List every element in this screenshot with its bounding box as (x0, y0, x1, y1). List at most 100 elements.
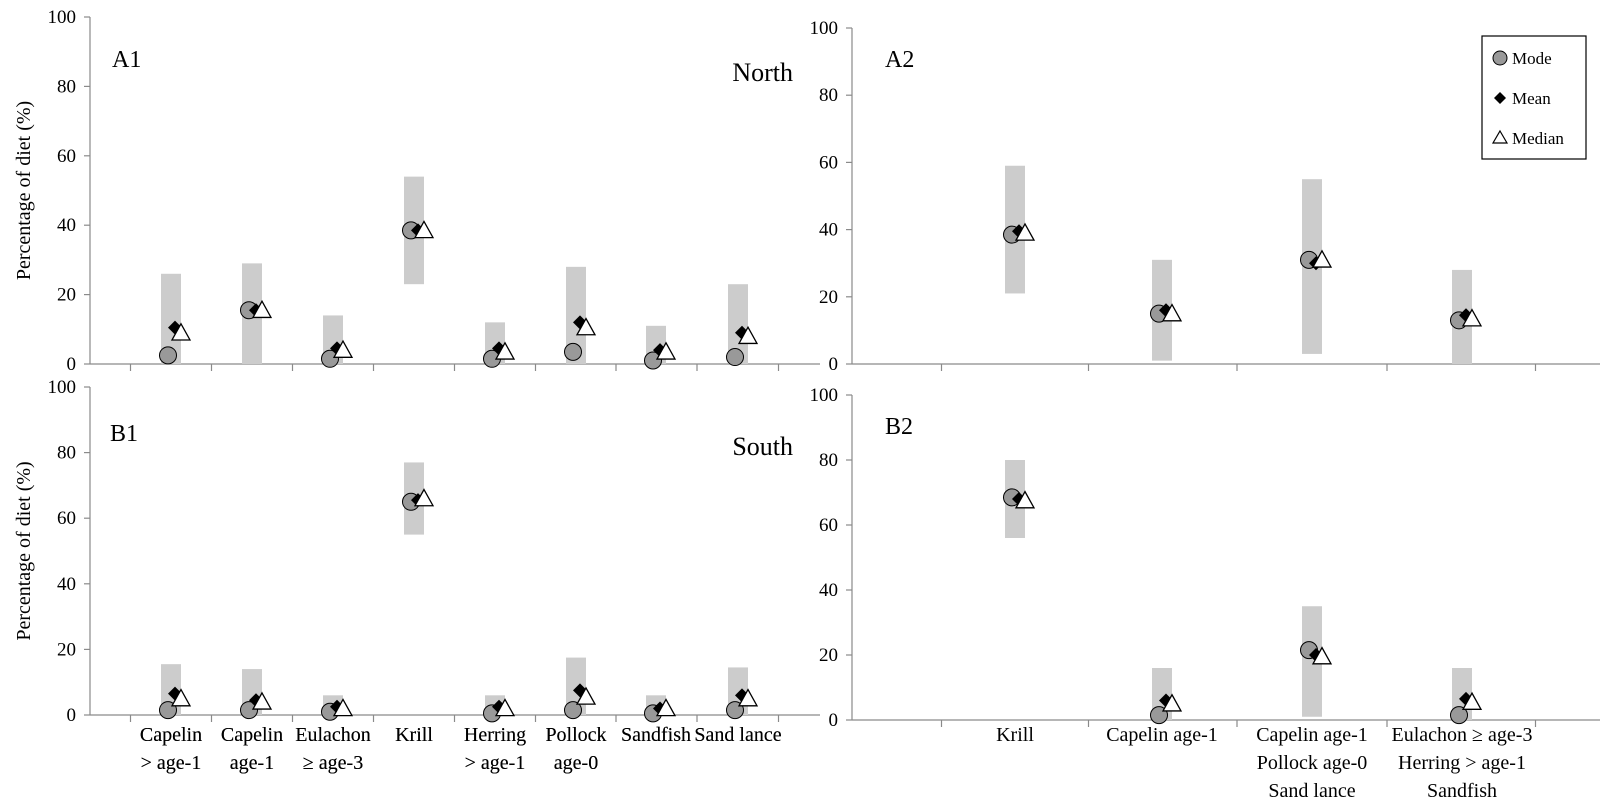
y-tick-label: 100 (810, 18, 839, 39)
category-label: Sandfish (1427, 780, 1497, 802)
category-label: Eulachon ≥ age-3 (1392, 724, 1533, 746)
panel-label: B2 (885, 414, 913, 440)
category-label: Capelin age-1 (1106, 724, 1218, 746)
y-tick-label: 20 (57, 285, 76, 306)
category-label: > age-1 (141, 752, 202, 774)
category-label: Capelin (221, 724, 283, 746)
category-label: Pollock (545, 724, 606, 746)
category-label: Sand lance (1268, 780, 1355, 802)
y-tick-label: 60 (819, 152, 838, 173)
y-tick-label: 60 (57, 146, 76, 167)
category-label: age-0 (554, 752, 598, 774)
category-label: Herring (464, 724, 526, 746)
category-label: Krill (395, 724, 433, 746)
range-bar (161, 273, 181, 364)
mode-point (644, 351, 662, 370)
y-tick-label: 20 (57, 639, 76, 660)
category-label: > age-1 (141, 752, 202, 774)
category-label: age-1 (230, 752, 274, 774)
category-label: age-1 (230, 752, 274, 774)
y-tick-label: 40 (57, 574, 76, 595)
y-axis-label: Percentage of diet (%) (13, 101, 35, 280)
mode-point (159, 346, 177, 365)
y-tick-label: 80 (57, 76, 76, 97)
legend-median-marker (1491, 129, 1509, 144)
median-point (575, 686, 597, 705)
y-tick-label: 0 (67, 705, 77, 726)
y-tick-label: 100 (810, 385, 839, 406)
y-tick-label: 60 (819, 515, 838, 536)
median-point (1014, 222, 1036, 241)
region-label: South (732, 432, 793, 461)
median-point (1014, 490, 1036, 509)
median-point (170, 322, 192, 341)
mode-point (564, 342, 582, 361)
category-label: > age-1 (465, 752, 526, 774)
y-tick-label: 80 (819, 450, 838, 471)
median-point (1311, 646, 1333, 665)
median-point (413, 488, 435, 507)
median-point (575, 317, 597, 336)
median-point (251, 299, 273, 319)
y-tick-label: 100 (48, 377, 77, 398)
median-point (1311, 249, 1333, 268)
legend-entry: Mean (1512, 89, 1551, 108)
median-point (655, 341, 677, 360)
y-tick-label: 0 (829, 710, 839, 731)
category-label: Sandfish (621, 724, 691, 746)
median-point (1461, 308, 1483, 327)
legend-entry: Median (1512, 129, 1564, 148)
mode-point (564, 701, 582, 720)
category-label: Sand lance (694, 724, 781, 746)
y-tick-label: 20 (819, 645, 838, 666)
panel-label: A2 (885, 47, 914, 73)
category-label: Krill (996, 724, 1034, 746)
panel-label: B1 (110, 421, 138, 447)
category-label: Capelin (221, 724, 283, 746)
y-tick-label: 40 (57, 215, 76, 236)
category-label: ≥ age-3 (303, 752, 363, 774)
category-label: Capelin age-1 (1256, 724, 1368, 746)
legend: Mode Mean Median (1481, 35, 1587, 160)
y-tick-label: 0 (67, 354, 77, 375)
range-bar (1302, 606, 1322, 717)
category-label: Pollock age-0 (1257, 752, 1368, 774)
median-point (737, 688, 759, 707)
y-tick-label: 0 (829, 354, 839, 375)
category-label: Sandfish (621, 724, 691, 746)
median-point (251, 691, 273, 710)
category-label: Sand lance (694, 724, 781, 746)
legend-mode-marker (1492, 50, 1508, 66)
category-label: Krill (395, 724, 433, 746)
y-tick-label: 40 (819, 220, 838, 241)
category-label: Eulachon (295, 724, 371, 746)
mode-point (1450, 706, 1468, 725)
median-point (170, 688, 192, 707)
median-point (737, 325, 759, 345)
median-point (1461, 691, 1483, 710)
panel-b2: 0 20 40 60 80 100 Krill Capelin age-1 Capelin ag… (810, 385, 1600, 802)
y-tick-label: 80 (819, 85, 838, 106)
region-label: North (732, 58, 793, 87)
category-label: Herring > age-1 (1398, 752, 1526, 774)
panel-label: A1 (112, 47, 141, 73)
panel-b1: 0 20 40 60 80 100 Capelin > age-1 Capelin age-1 Eu… (13, 377, 820, 774)
category-label: > age-1 (465, 752, 526, 774)
category-label: ≥ age-3 (303, 752, 363, 774)
median-point (655, 698, 677, 717)
range-bar (566, 266, 586, 364)
category-label: Capelin (140, 724, 202, 746)
panel-a1: 0 20 40 60 80 100 Capelin > age-1 Capelin age-1 Eu… (13, 7, 820, 774)
median-point (1161, 303, 1183, 322)
category-label: Herring (464, 724, 526, 746)
y-tick-label: 40 (819, 580, 838, 601)
category-label: Pollock (545, 724, 606, 746)
median-point (332, 339, 354, 358)
y-tick-label: 80 (57, 443, 76, 464)
panel-a2: 0 20 40 60 80 100 A2 (810, 18, 1600, 375)
category-label: Capelin (140, 724, 202, 746)
legend-mean-marker (1494, 92, 1506, 104)
y-axis-label: Percentage of diet (%) (13, 461, 35, 640)
mode-point (726, 348, 744, 367)
